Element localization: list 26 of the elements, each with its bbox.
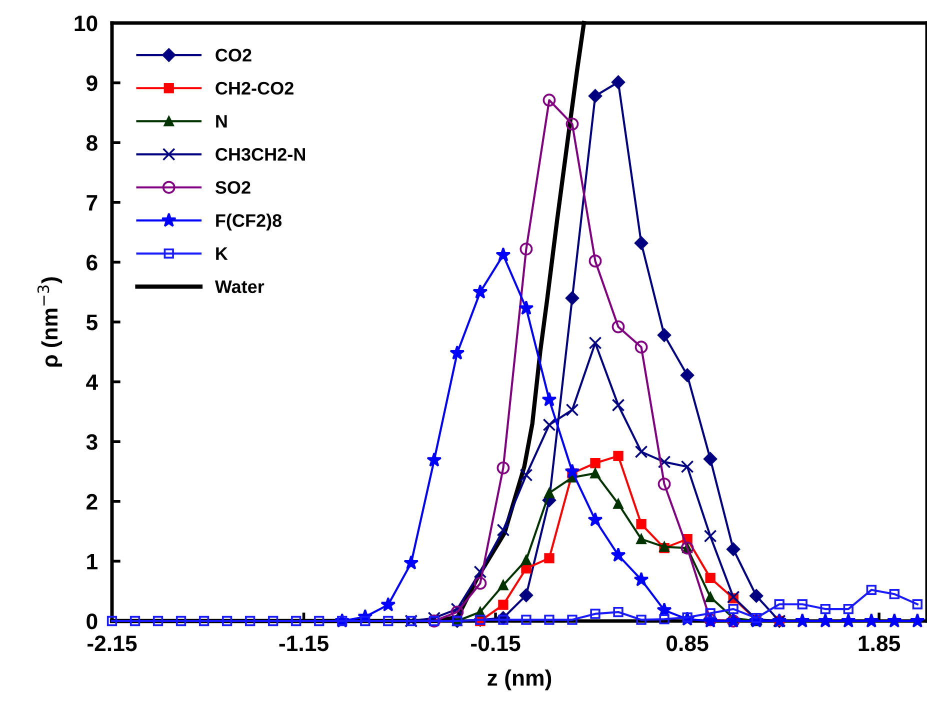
y-tick-label: 7 — [86, 195, 98, 210]
y-tick-label: 5 — [86, 314, 98, 330]
y-tick-label: 9 — [86, 75, 98, 92]
legend-label: F(CF2)8 — [216, 214, 282, 231]
y-tick-label: 0 — [86, 614, 98, 630]
x-tick-label: 1.85 — [858, 635, 900, 652]
y-tick-label: 4 — [86, 374, 98, 390]
x-tick-label: -0.15 — [471, 635, 520, 652]
legend-label: CH2-CO2 — [216, 82, 294, 95]
y-tick-label: 10 — [74, 16, 98, 32]
y-tick-label: 6 — [86, 254, 98, 270]
legend-label: CH3CH2-N — [216, 148, 305, 161]
x-tick-label: 0.85 — [666, 635, 708, 652]
x-tick-label: -1.15 — [279, 636, 328, 652]
legend-label: SO2 — [215, 181, 250, 194]
legend-label: Water — [214, 280, 264, 294]
y-tick-label: 8 — [86, 135, 98, 151]
y-tick-label: 2 — [86, 494, 98, 510]
x-tick-label: -2.15 — [88, 635, 137, 652]
y-axis-title: ρ (nm$^{−3}$) — [37, 277, 62, 367]
legend-label: K — [216, 247, 228, 260]
legend-label: CO2 — [216, 48, 252, 62]
legend-label: N — [216, 115, 227, 128]
y-tick-label: 1 — [87, 554, 98, 570]
y-tick-label: 3 — [86, 434, 98, 450]
x-axis-title: z (nm) — [488, 669, 552, 690]
